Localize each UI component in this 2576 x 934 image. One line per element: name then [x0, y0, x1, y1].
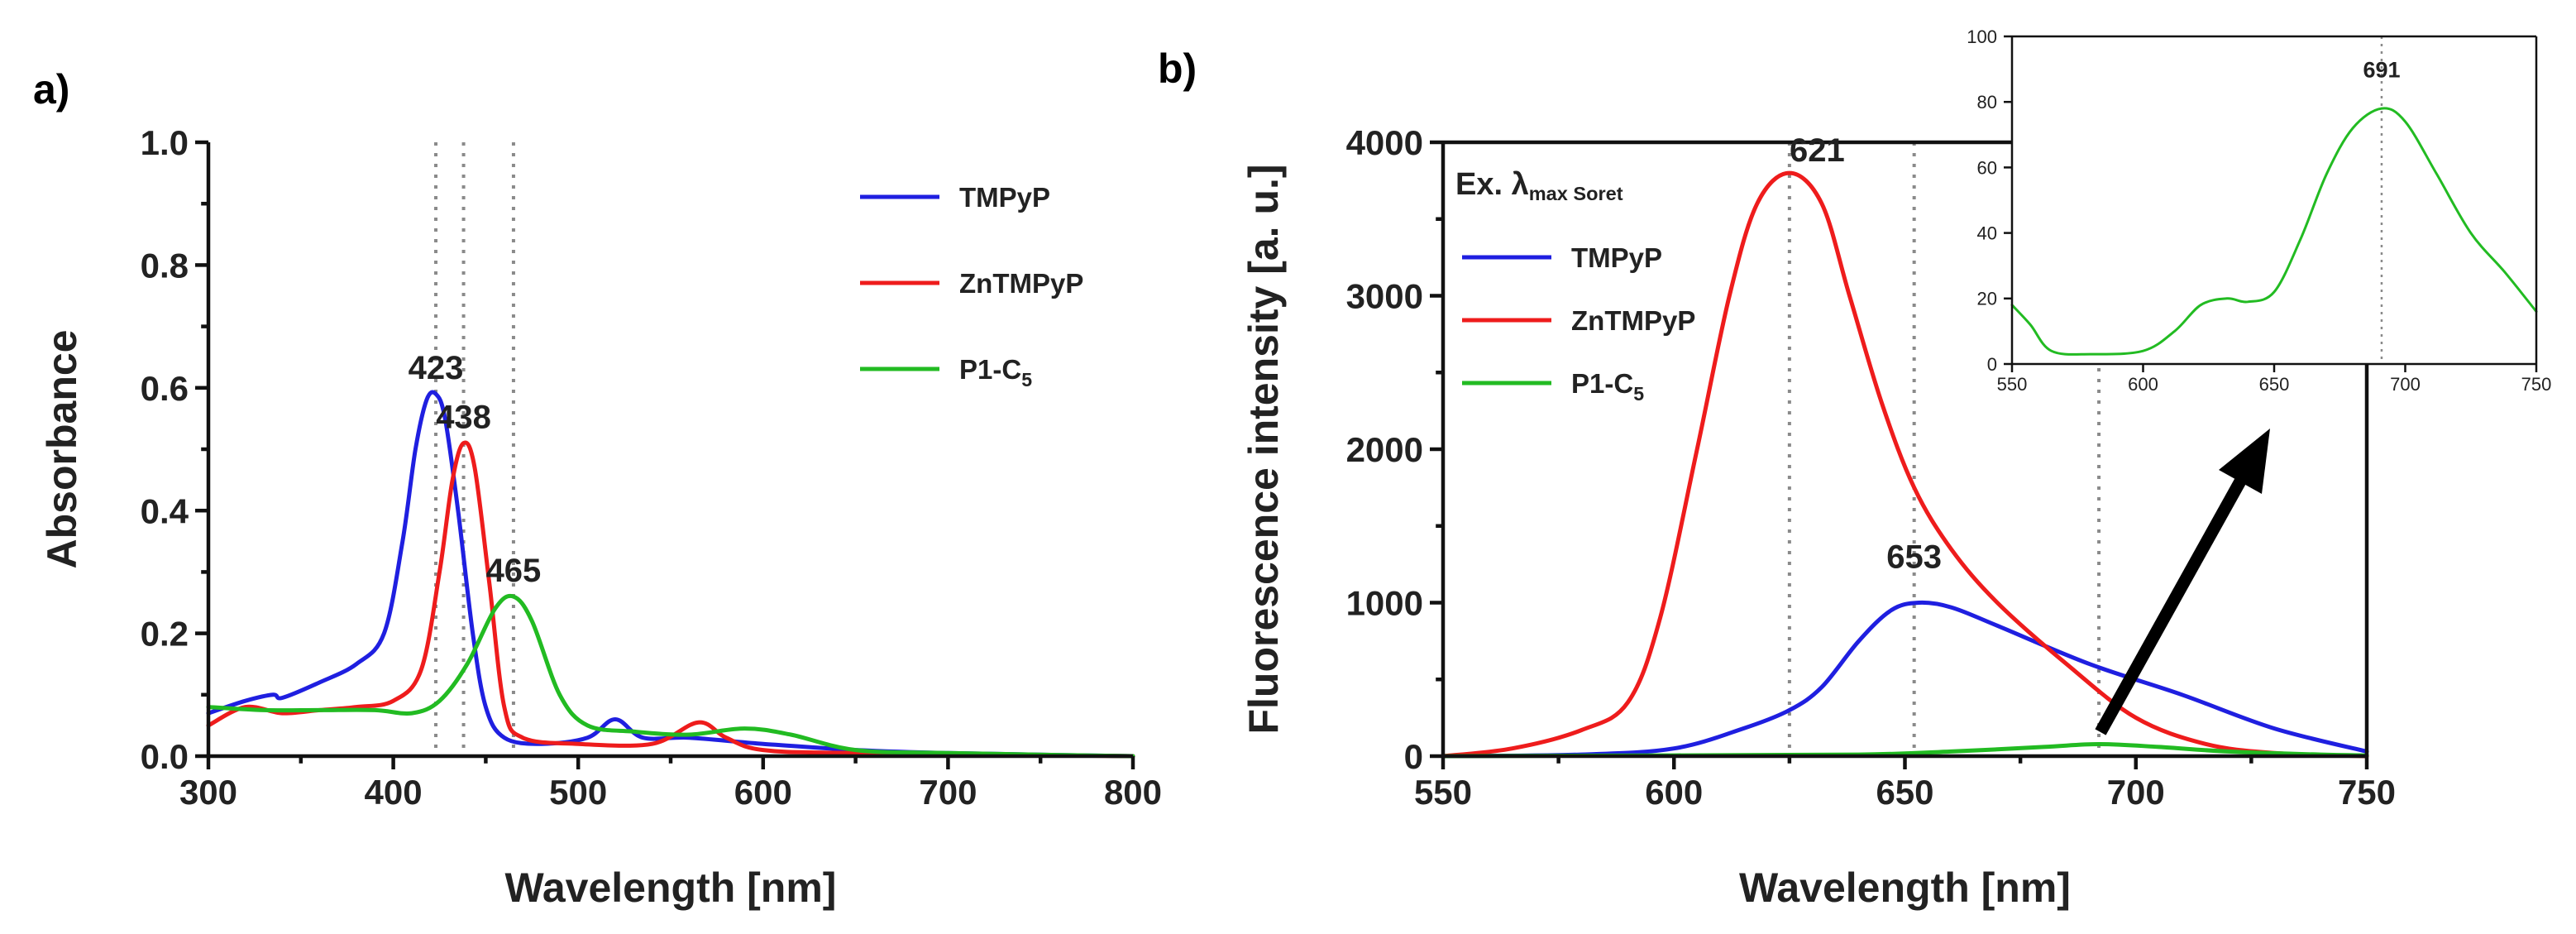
panel-a-x-tick-label-0: 300: [179, 773, 237, 812]
panel-a-y-tick-label-3: 0.6: [141, 369, 189, 408]
panel-a-panel-label: a): [33, 66, 69, 113]
panel-a-legend: TMPyP ZnTMPyP P1-C5: [860, 182, 1083, 390]
panel-a-x-tick-label-1: 400: [365, 773, 423, 812]
inset-series-p1-c5: [2010, 107, 2538, 356]
panel-b-series-tmpyp: [1441, 600, 2369, 759]
panel-b-peak-label-653: 653: [1886, 539, 1942, 575]
inset-y-tick-label-1: 20: [1977, 289, 1997, 309]
panel-b-y-tick-label-4: 4000: [1346, 123, 1423, 162]
panel-a-legend-label-0: TMPyP: [959, 182, 1050, 213]
panel-b-y-tick-label-3: 3000: [1346, 277, 1423, 316]
panel-a-x-tick-label-2: 500: [549, 773, 607, 812]
panel-b: 550 600 650 700 75001000200030004000Waveleng…: [1158, 46, 2396, 911]
panel-b-x-axis-title: Wavelength [nm]: [1739, 865, 2071, 911]
panel-a-peak-label-465: 465: [486, 553, 542, 589]
inset-arrow-shaft: [2095, 477, 2247, 735]
panel-b-inset-arrow: [2095, 429, 2270, 735]
inset: 550 600 650 700 750 0 20 40 60 80 100 691: [1967, 26, 2551, 395]
inset-background: [2012, 36, 2536, 364]
inset-y-tick-label-2: 40: [1977, 223, 1997, 244]
panel-a-legend-label-subscript-2: 5: [1021, 369, 1032, 390]
panel-b-legend-label-0: TMPyP: [1571, 242, 1662, 273]
panel-b-x-tick-label-2: 650: [1876, 773, 1933, 812]
panel-a-peak-label-423: 423: [409, 350, 464, 386]
panel-a-y-tick-label-0: 0.0: [141, 737, 189, 776]
panel-b-series-zntmpyp: [1441, 170, 2369, 759]
panel-a-series-zntmpyp: [206, 440, 1135, 759]
panel-b-legend-label-1: ZnTMPyP: [1571, 305, 1695, 336]
inset-y-tick-label-5: 100: [1967, 26, 1997, 47]
panel-b-x-tick-label-0: 550: [1414, 773, 1472, 812]
inset-y-tick-label-3: 60: [1977, 157, 1997, 178]
panel-a-legend-label-2: P1-C5: [959, 354, 1032, 390]
inset-y-tick-label-0: 0: [1987, 354, 1997, 375]
panel-b-legend-label-subscript-2: 5: [1633, 383, 1644, 405]
panel-b-x-tick-label-1: 600: [1645, 773, 1703, 812]
inset-peak-label-691: 691: [2363, 57, 2400, 82]
panel-b-legend-title-subscript: max Soret: [1529, 183, 1623, 204]
panel-a-series-tmpyp: [206, 390, 1135, 759]
inset-x-tick-label-0: 550: [1997, 374, 2028, 395]
panel-a-x-tick-label-3: 600: [734, 773, 792, 812]
panel-a-x-axis-title: Wavelength [nm]: [505, 865, 837, 911]
panel-a-y-tick-label-4: 0.8: [141, 247, 189, 285]
panel-a-y-axis-title: Absorbance: [39, 330, 85, 569]
panel-b-legend-title: Ex. λmax Soret: [1455, 167, 1623, 204]
panel-b-legend: Ex. λmax Soret TMPyP ZnTMPyP P1-C5: [1455, 167, 1695, 405]
panel-a-peak-label-438: 438: [436, 400, 491, 436]
inset-x-tick-label-2: 650: [2259, 374, 2290, 395]
panel-a-y-tick-label-1: 0.2: [141, 615, 189, 654]
inset-y-tick-label-4: 80: [1977, 92, 1997, 113]
panel-a-series-p1-c5: [206, 593, 1135, 759]
inset-x-tick-label-3: 700: [2390, 374, 2421, 395]
panel-a-y-tick-label-5: 1.0: [141, 123, 189, 162]
panel-b-y-tick-label-0: 0: [1404, 737, 1423, 776]
panel-b-y-tick-label-1: 1000: [1346, 584, 1423, 623]
panel-b-peak-label-621: 621: [1790, 132, 1845, 169]
panel-b-panel-label: b): [1158, 46, 1197, 92]
panel-a-y-tick-label-2: 0.4: [141, 491, 189, 530]
panel-b-x-tick-label-4: 750: [2338, 773, 2396, 812]
panel-b-x-tick-label-3: 700: [2107, 773, 2165, 812]
inset-arrow-head: [2219, 429, 2270, 494]
panel-b-y-tick-label-2: 2000: [1346, 430, 1423, 469]
panel-a-x-tick-label-4: 700: [919, 773, 977, 812]
inset-x-tick-label-1: 600: [2128, 374, 2158, 395]
panel-b-legend-label-2: P1-C5: [1571, 368, 1644, 405]
inset-x-tick-label-4: 750: [2521, 374, 2552, 395]
panel-a-x-tick-label-5: 800: [1104, 773, 1162, 812]
panel-a-legend-label-1: ZnTMPyP: [959, 268, 1083, 299]
panel-b-y-axis-title: Fluorescence intensity [a. u.]: [1240, 164, 1287, 734]
panel-a: 300 400 500 600 700 800 0.0 0.2 0.4 0.6 0.8 1.0 Wave…: [33, 66, 1162, 911]
